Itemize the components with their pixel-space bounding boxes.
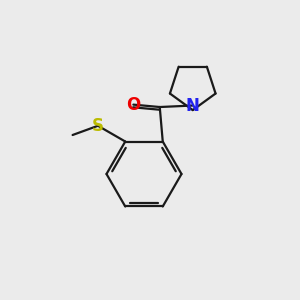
Text: O: O [126,96,140,114]
Text: S: S [92,117,104,135]
Text: N: N [186,97,200,115]
